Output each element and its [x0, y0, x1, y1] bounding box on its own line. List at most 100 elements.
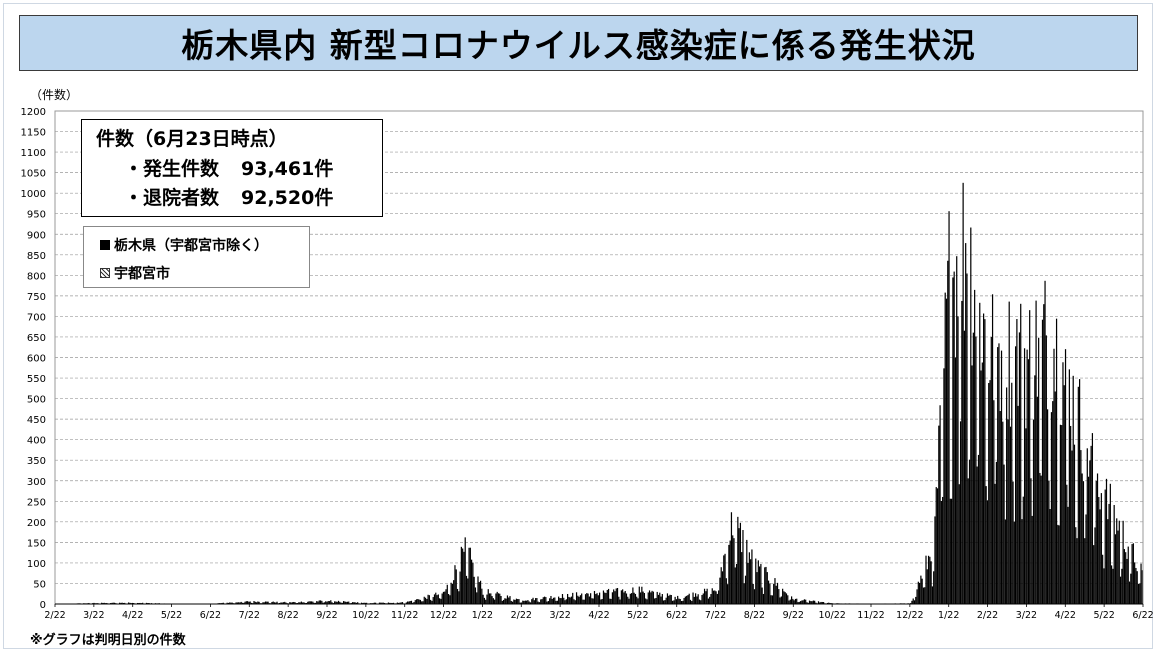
daily-bar [449, 595, 451, 604]
y-tick-label: 1200 [21, 107, 46, 118]
daily-bar [714, 590, 716, 604]
daily-bar [1022, 496, 1024, 604]
daily-bar [1039, 472, 1041, 604]
daily-bar [739, 522, 742, 604]
daily-bar [751, 549, 753, 604]
daily-bar [628, 598, 630, 604]
daily-bar [491, 596, 493, 604]
daily-bar [1061, 425, 1063, 604]
daily-bar [569, 597, 571, 604]
daily-bar [1104, 489, 1106, 604]
daily-bar [340, 602, 342, 604]
daily-bar [436, 595, 438, 604]
daily-bar [1113, 504, 1115, 604]
summary-label: ・発生件数 [124, 158, 220, 180]
axes [54, 110, 1144, 607]
x-tick-label: 6/22 [1132, 610, 1153, 621]
daily-bar [999, 411, 1001, 604]
daily-bar [764, 567, 766, 604]
daily-bar [441, 593, 443, 604]
daily-bar [1109, 483, 1111, 604]
daily-bar [221, 602, 223, 604]
daily-bar [577, 595, 579, 604]
daily-bar [119, 602, 121, 604]
daily-bar [522, 600, 524, 604]
daily-bar [505, 598, 507, 604]
daily-bar [1002, 421, 1004, 604]
daily-bar [1118, 520, 1120, 604]
daily-bar [1122, 520, 1124, 604]
daily-bar [752, 583, 754, 604]
daily-bar [408, 601, 410, 604]
daily-bar [1116, 518, 1118, 604]
daily-bar [396, 602, 398, 604]
daily-bar [748, 552, 750, 604]
daily-bar [1139, 583, 1141, 604]
daily-bar [732, 535, 734, 604]
daily-bar [1090, 445, 1092, 604]
daily-bar [773, 583, 775, 604]
legend: 栃木県（宇都宮市除く） 宇都宮市 [83, 226, 310, 288]
daily-bar [257, 601, 259, 604]
daily-bar [401, 602, 404, 604]
daily-bar [496, 591, 498, 604]
x-tick-label: 4/22 [1055, 610, 1076, 621]
daily-bar [779, 597, 781, 604]
daily-bar [485, 599, 487, 604]
daily-bar [1008, 301, 1010, 604]
daily-bar [677, 595, 679, 604]
daily-bar [789, 599, 791, 604]
daily-bar [1041, 319, 1044, 604]
daily-bar [721, 571, 724, 604]
daily-bar [1137, 583, 1140, 604]
daily-bar [513, 599, 515, 604]
daily-bar [479, 580, 482, 604]
daily-bar [387, 602, 390, 604]
daily-bar [483, 597, 486, 604]
daily-bar [360, 602, 363, 604]
daily-bar [967, 478, 969, 604]
daily-bar [517, 599, 519, 604]
daily-bar [707, 598, 710, 604]
daily-bar [1025, 428, 1027, 604]
y-tick-label: 950 [27, 210, 46, 221]
daily-bar [345, 601, 347, 604]
daily-bar [929, 556, 931, 604]
bar-series [65, 182, 1143, 605]
daily-bar [1130, 573, 1132, 604]
page-title: 栃木県内 新型コロナウイルス感染症に係る発生状況 [181, 26, 976, 65]
x-tick-label: 9/22 [316, 610, 337, 621]
daily-bar [702, 593, 704, 604]
daily-bar [703, 588, 706, 604]
daily-bar [316, 601, 318, 604]
daily-bar [1003, 464, 1005, 604]
daily-bar [775, 585, 777, 604]
daily-bar [715, 591, 717, 604]
daily-bar [592, 598, 594, 604]
daily-bar [602, 590, 605, 604]
daily-bar [339, 601, 341, 604]
daily-bar [546, 601, 548, 604]
daily-bar [1031, 515, 1033, 604]
daily-bar [1047, 409, 1049, 604]
daily-bar [563, 597, 565, 604]
legend-item-utsunomiya: 宇都宮市 [100, 263, 170, 283]
daily-bar [249, 601, 251, 604]
daily-bar [1073, 444, 1076, 604]
daily-bar [808, 600, 811, 604]
daily-bar [273, 602, 276, 604]
summary-box: 件数（6月23日時点） ・発生件数 93,461件 ・退院者数 92,520件 [81, 119, 383, 217]
daily-bar [760, 564, 762, 604]
daily-bar [421, 601, 423, 604]
daily-bar [120, 602, 122, 604]
daily-bar [248, 601, 250, 604]
daily-bar [103, 602, 105, 604]
daily-bar [805, 599, 807, 604]
daily-bar [807, 602, 809, 604]
daily-bar [552, 597, 555, 604]
daily-bar [706, 588, 708, 604]
daily-bar [604, 592, 606, 604]
daily-bar [596, 593, 598, 604]
daily-bar [815, 602, 817, 604]
legend-swatch-hatched [100, 268, 110, 278]
